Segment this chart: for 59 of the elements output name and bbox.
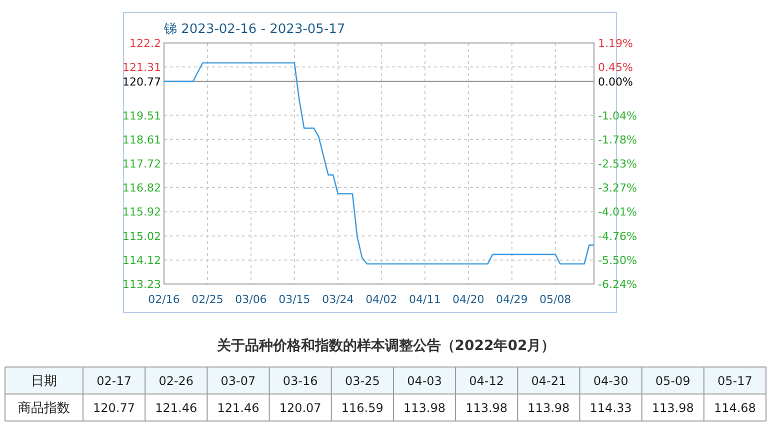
- y2-tick-label: -1.78%: [598, 133, 637, 146]
- x-tick-label: 05/08: [539, 293, 572, 306]
- y2-tick-label: -6.24%: [598, 278, 637, 291]
- x-tick-label: 02/16: [148, 293, 180, 306]
- data-label: 121.46: [155, 401, 198, 415]
- data-label: 114.68: [714, 401, 756, 415]
- y2-tick-label: -3.27%: [598, 182, 637, 195]
- y-tick-label: 116.82: [122, 182, 161, 195]
- x-tick-label: 04/29: [496, 293, 528, 306]
- y-tick-label: 120.77: [122, 75, 161, 88]
- y2-tick-label: 1.19%: [598, 37, 633, 50]
- text: 商品指数: [18, 401, 70, 416]
- y-tick-label: 121.31: [122, 60, 161, 74]
- y2-tick-label: -2.53%: [598, 158, 637, 171]
- y2-tick-label: -1.04%: [598, 109, 637, 122]
- category-label: 03-07: [220, 374, 256, 388]
- y-tick-label: 113.23: [122, 278, 161, 291]
- y-tick-label: 119.51: [122, 109, 161, 122]
- y-tick-label: 122.2: [130, 37, 161, 50]
- data-label: 116.59: [341, 401, 384, 415]
- data-label: 113.98: [652, 401, 694, 415]
- category-label: 05-09: [655, 374, 690, 388]
- data-label: 113.98: [466, 401, 508, 415]
- category-label: 05-17: [718, 374, 752, 388]
- y-tick-label: 114.12: [122, 254, 161, 268]
- text: 关于品种价格和指数的样本调整公告（2022年02月）: [216, 337, 556, 354]
- x-tick-label: 04/20: [452, 293, 484, 306]
- x-tick-label: 03/06: [235, 293, 267, 306]
- y2-tick-label: -4.01%: [598, 206, 637, 219]
- y-tick-label: 115.92: [122, 206, 161, 219]
- category-label: 03-16: [282, 374, 318, 388]
- category-label: 04-03: [407, 374, 442, 388]
- x-tick-label: 04/02: [366, 293, 398, 306]
- data-label: 121.46: [217, 401, 260, 415]
- line-series: [163, 62, 595, 264]
- x-tick-label: 02/25: [192, 293, 224, 306]
- y-tick-label: 117.72: [122, 157, 161, 170]
- data-label: 120.07: [279, 401, 322, 415]
- category-label: 04-21: [531, 374, 566, 388]
- category-label: 02-17: [96, 374, 132, 388]
- category-label: 02-26: [158, 374, 194, 388]
- x-tick-label: 04/11: [409, 293, 441, 306]
- y2-tick-label: 0.00%: [598, 76, 633, 89]
- y2-tick-label: -4.76%: [598, 230, 637, 243]
- y-tick-label: 115.02: [122, 230, 161, 243]
- text: 日期: [31, 374, 57, 389]
- category-label: 03-25: [344, 374, 380, 388]
- y2-tick-label: -5.50%: [598, 254, 637, 267]
- category-label: 04-12: [469, 374, 504, 388]
- x-tick-label: 03/15: [278, 293, 310, 306]
- data-label: 113.98: [528, 401, 570, 415]
- category-label: 04-30: [593, 374, 628, 388]
- chart-title: 锑 2023-02-16 - 2023-05-17: [163, 22, 346, 37]
- data-label: 114.33: [590, 401, 632, 415]
- y2-tick-label: 0.45%: [598, 61, 633, 74]
- data-label: 120.77: [93, 401, 136, 415]
- y-tick-label: 118.61: [122, 133, 161, 146]
- x-tick-label: 03/24: [322, 293, 354, 306]
- data-label: 113.98: [404, 401, 446, 415]
